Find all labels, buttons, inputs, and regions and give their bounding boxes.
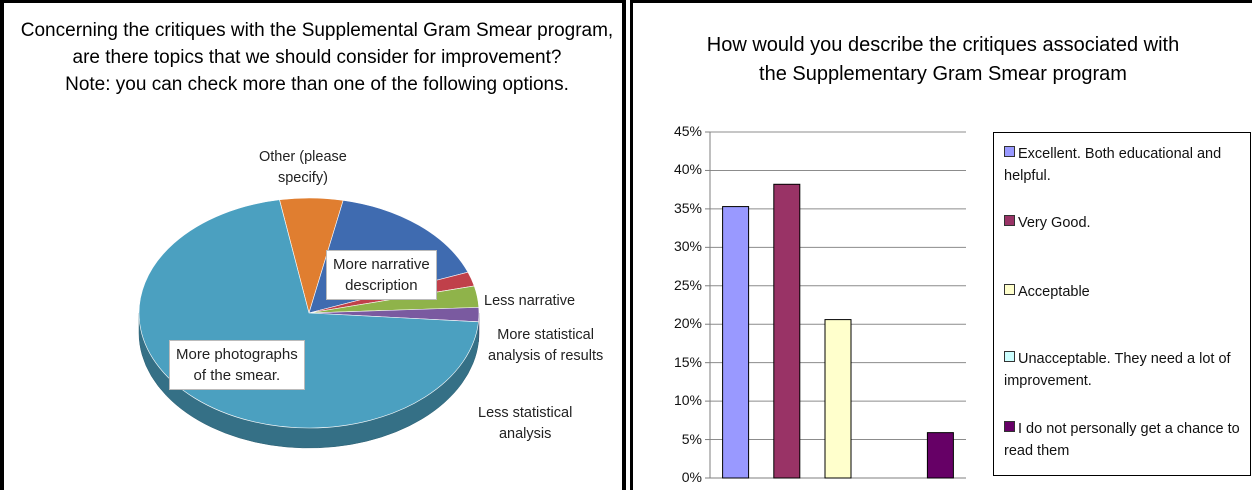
pie-label-more-photographs: More photographs of the smear.: [169, 340, 305, 390]
y-tick-label: 35%: [673, 199, 702, 216]
legend-item-no-chance: I do not personally get a chance to read…: [1004, 421, 1240, 459]
left-chart-panel: Concerning the critiques with the Supple…: [0, 0, 626, 490]
right-title-line-2: the Supplementary Gram Smear program: [759, 63, 1127, 85]
bar-1: [773, 183, 801, 479]
y-tick-label: 0%: [681, 469, 702, 485]
pie-label-less-narrative: Less narrative: [484, 293, 576, 309]
right-chart-panel: How would you describe the critiques ass…: [630, 0, 1252, 490]
pie-slices: [138, 197, 480, 429]
legend-swatch: [1004, 284, 1015, 295]
bar-chart: [705, 131, 966, 479]
left-title-line-3: Note: you can check more than one of the…: [65, 74, 569, 95]
bar-0: [722, 206, 750, 479]
y-tick-label: 30%: [673, 238, 702, 255]
legend-item-very-good: Very Good.: [1004, 212, 1091, 234]
left-chart-title: Concerning the critiques with the Supple…: [4, 17, 630, 98]
bars: [722, 183, 954, 479]
legend-swatch: [1004, 421, 1015, 432]
legend-item-excellent: Excellent. Both educational and helpful.: [1004, 146, 1222, 184]
y-tick-label: 40%: [673, 161, 702, 178]
legend-item-acceptable: Acceptable: [1004, 281, 1090, 303]
pie-label-more-narrative: More narrative description: [326, 250, 437, 300]
pie-label-other: Other (please specify): [259, 149, 347, 186]
pie-label-more-statistical: More statistical analysis of results: [488, 327, 604, 364]
left-title-line-2: are there topics that we should consider…: [72, 47, 562, 68]
y-tick-label: 5%: [681, 430, 702, 447]
pie-label-less-statistical: Less statistical analysis: [478, 405, 573, 442]
y-tick-label: 15%: [673, 353, 702, 370]
y-tick-label: 20%: [673, 315, 702, 332]
y-tick-label: 45%: [673, 123, 702, 139]
legend: Excellent. Both educational and helpful.…: [993, 132, 1251, 476]
legend-swatch: [1004, 215, 1015, 226]
y-tick-label: 25%: [673, 276, 702, 293]
bar-2: [824, 319, 852, 479]
legend-swatch: [1004, 351, 1015, 362]
bar-4: [926, 432, 954, 479]
y-tick-label: 10%: [673, 392, 702, 409]
right-chart-title: How would you describe the critiques ass…: [633, 31, 1252, 89]
legend-swatch: [1004, 146, 1015, 157]
right-title-line-1: How would you describe the critiques ass…: [706, 34, 1180, 56]
legend-item-unacceptable: Unacceptable. They need a lot of improve…: [1004, 351, 1231, 389]
left-title-line-1: Concerning the critiques with the Supple…: [20, 20, 614, 41]
